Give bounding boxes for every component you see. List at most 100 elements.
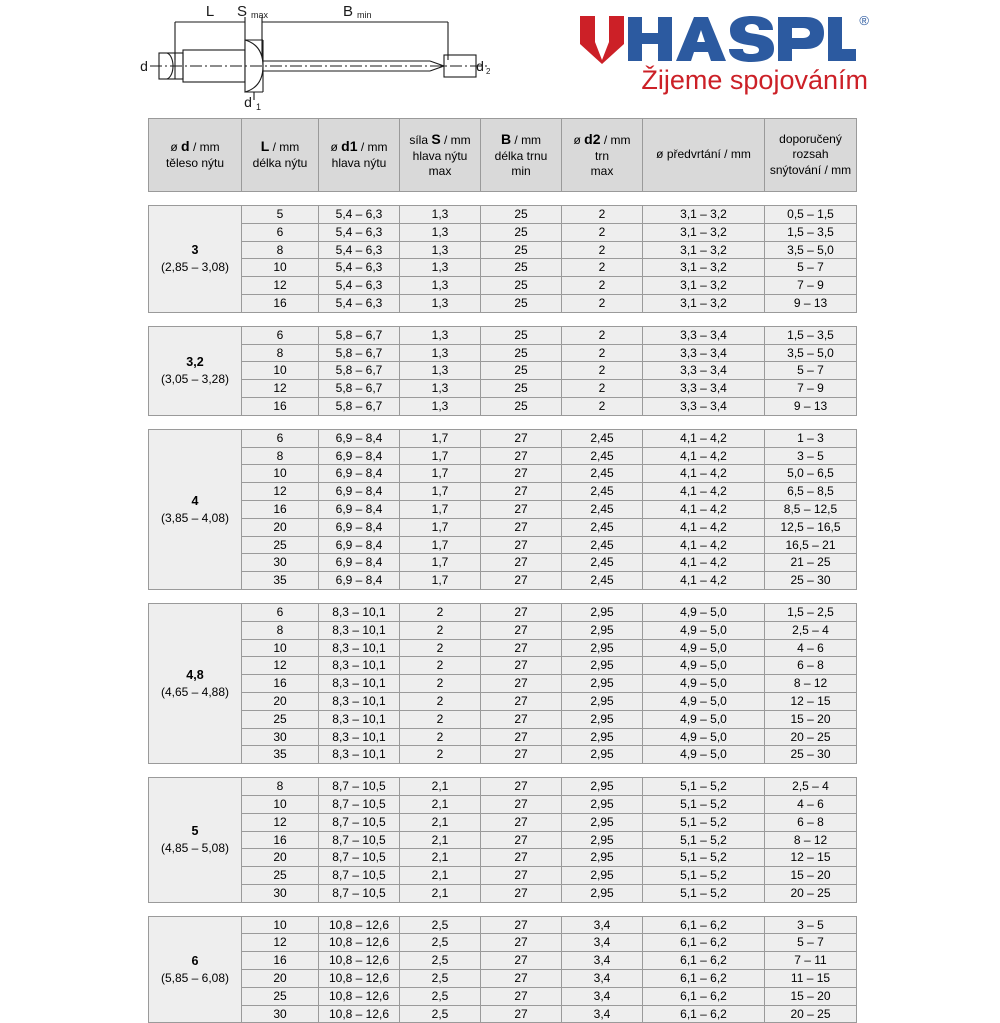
cell-rozsah: 6 – 8	[764, 812, 857, 832]
cell-S: 1,3	[399, 379, 481, 398]
cell-S: 1,3	[399, 205, 481, 224]
cell-d1: 5,4 – 6,3	[318, 258, 400, 278]
cell-B: 27	[480, 499, 562, 519]
table-row: 8 5,4 – 6,3 1,3 25 2 3,1 – 3,2 3,5 – 5,0	[149, 240, 857, 260]
group-size-cell: 3,2 (3,05 – 3,28)	[148, 325, 242, 416]
cell-L: 10	[241, 794, 319, 814]
cell-B: 25	[480, 240, 562, 260]
cell-predvrtani: 4,9 – 5,0	[642, 674, 765, 693]
cell-L: 12	[241, 379, 319, 398]
label-d2: d	[476, 58, 484, 74]
table-row: 30 10,8 – 12,6 2,5 27 3,4 6,1 – 6,2 20 – 25	[149, 1004, 857, 1023]
label-S: S	[237, 3, 247, 20]
cell-L: 10	[241, 258, 319, 278]
rivet-dimension-drawing: L S max B min d d 1 d 2 max	[130, 0, 490, 115]
cell-d1: 8,3 – 10,1	[318, 656, 400, 676]
group-size-range: (4,85 – 5,08)	[160, 841, 230, 856]
table-row: 16 10,8 – 12,6 2,5 27 3,4 6,1 – 6,2 7 – 11	[149, 951, 857, 971]
cell-L: 25	[241, 535, 319, 555]
cell-B: 27	[480, 969, 562, 988]
cell-d1: 8,3 – 10,1	[318, 727, 400, 747]
table-row: 12 6,9 – 8,4 1,7 27 2,45 4,1 – 4,2 6,5 – 8,5	[149, 482, 857, 501]
cell-rozsah: 5 – 7	[764, 361, 857, 381]
cell-B: 27	[480, 866, 562, 885]
cell-predvrtani: 4,9 – 5,0	[642, 727, 765, 747]
cell-rozsah: 21 – 25	[764, 553, 857, 573]
group-size-cell: 4 (3,85 – 4,08)	[148, 428, 242, 590]
cell-d2: 2,95	[561, 777, 643, 796]
table-row: 8 8,3 – 10,1 2 27 2,95 4,9 – 5,0 2,5 – 4	[149, 620, 857, 640]
cell-predvrtani: 4,1 – 4,2	[642, 482, 765, 501]
haspl-u-mark-icon	[578, 14, 626, 69]
cell-B: 27	[480, 571, 562, 590]
cell-d2: 2,95	[561, 620, 643, 640]
cell-d1: 6,9 – 8,4	[318, 499, 400, 519]
cell-d1: 5,4 – 6,3	[318, 222, 400, 242]
cell-d1: 8,7 – 10,5	[318, 794, 400, 814]
cell-L: 6	[241, 428, 319, 448]
cell-predvrtani: 4,9 – 5,0	[642, 620, 765, 640]
cell-predvrtani: 3,1 – 3,2	[642, 276, 765, 295]
cell-L: 8	[241, 620, 319, 640]
table-header: ø d / mm těleso nýtu L / mm délka nýtu ø…	[148, 118, 857, 192]
cell-B: 27	[480, 915, 562, 935]
table-row: 10 6,9 – 8,4 1,7 27 2,45 4,1 – 4,2 5,0 – 6,5	[149, 464, 857, 484]
cell-d1: 8,3 – 10,1	[318, 745, 400, 765]
cell-S: 1,3	[399, 325, 481, 345]
cell-rozsah: 5 – 7	[764, 258, 857, 278]
cell-predvrtani: 4,9 – 5,0	[642, 602, 765, 622]
table-row: 20 8,7 – 10,5 2,1 27 2,95 5,1 – 5,2 12 – 15	[149, 848, 857, 868]
cell-predvrtani: 5,1 – 5,2	[642, 883, 765, 903]
rivet-group-4-8: 4,8 (4,65 – 4,88) 6 8,3 – 10,1 2 27 2,95 4,9 – …	[148, 602, 857, 765]
table-row: 20 10,8 – 12,6 2,5 27 3,4 6,1 – 6,2 11 – 15	[149, 969, 857, 988]
cell-rozsah: 16,5 – 21	[764, 535, 857, 555]
cell-S: 2,1	[399, 794, 481, 814]
cell-d1: 5,8 – 6,7	[318, 396, 400, 416]
cell-S: 2,5	[399, 933, 481, 953]
cell-B: 25	[480, 258, 562, 278]
cell-predvrtani: 4,9 – 5,0	[642, 656, 765, 676]
cell-predvrtani: 3,1 – 3,2	[642, 222, 765, 242]
column-header-d: ø d / mm těleso nýtu	[148, 118, 242, 192]
cell-B: 27	[480, 428, 562, 448]
cell-B: 27	[480, 602, 562, 622]
group-size-value: 6	[191, 953, 199, 968]
cell-B: 25	[480, 293, 562, 313]
cell-predvrtani: 3,3 – 3,4	[642, 361, 765, 381]
rivet-drawing-svg: L S max B min d d 1 d 2 max	[140, 3, 490, 112]
table-row: 12 10,8 – 12,6 2,5 27 3,4 6,1 – 6,2 5 – 7	[149, 933, 857, 953]
table-row: 12 8,3 – 10,1 2 27 2,95 4,9 – 5,0 6 – 8	[149, 656, 857, 676]
table-row: 8 5,8 – 6,7 1,3 25 2 3,3 – 3,4 3,5 – 5,0	[149, 343, 857, 363]
cell-B: 27	[480, 933, 562, 953]
cell-predvrtani: 3,3 – 3,4	[642, 325, 765, 345]
cell-predvrtani: 3,1 – 3,2	[642, 258, 765, 278]
cell-d2: 3,4	[561, 1004, 643, 1023]
cell-rozsah: 1,5 – 2,5	[764, 602, 857, 622]
cell-predvrtani: 6,1 – 6,2	[642, 986, 765, 1006]
cell-rozsah: 11 – 15	[764, 969, 857, 988]
cell-S: 1,3	[399, 361, 481, 381]
cell-d2: 2,45	[561, 446, 643, 466]
cell-predvrtani: 4,1 – 4,2	[642, 571, 765, 590]
cell-L: 12	[241, 482, 319, 501]
cell-rozsah: 4 – 6	[764, 638, 857, 658]
cell-d2: 2	[561, 293, 643, 313]
cell-L: 10	[241, 464, 319, 484]
cell-d1: 10,8 – 12,6	[318, 969, 400, 988]
cell-L: 30	[241, 553, 319, 573]
cell-B: 27	[480, 848, 562, 868]
cell-B: 27	[480, 727, 562, 747]
label-B-sub: min	[357, 10, 372, 20]
table-row: 6 5,4 – 6,3 1,3 25 2 3,1 – 3,2 1,5 – 3,5	[149, 222, 857, 242]
cell-rozsah: 5 – 7	[764, 933, 857, 953]
cell-predvrtani: 3,1 – 3,2	[642, 293, 765, 313]
header-row: ø d / mm těleso nýtu L / mm délka nýtu ø…	[148, 118, 857, 192]
table-row: 16 8,3 – 10,1 2 27 2,95 4,9 – 5,0 8 – 12	[149, 674, 857, 693]
cell-S: 1,3	[399, 293, 481, 313]
cell-d2: 2,45	[561, 464, 643, 484]
cell-d1: 6,9 – 8,4	[318, 535, 400, 555]
cell-d1: 10,8 – 12,6	[318, 1004, 400, 1023]
cell-L: 16	[241, 951, 319, 971]
cell-B: 27	[480, 674, 562, 693]
cell-S: 2,5	[399, 951, 481, 971]
